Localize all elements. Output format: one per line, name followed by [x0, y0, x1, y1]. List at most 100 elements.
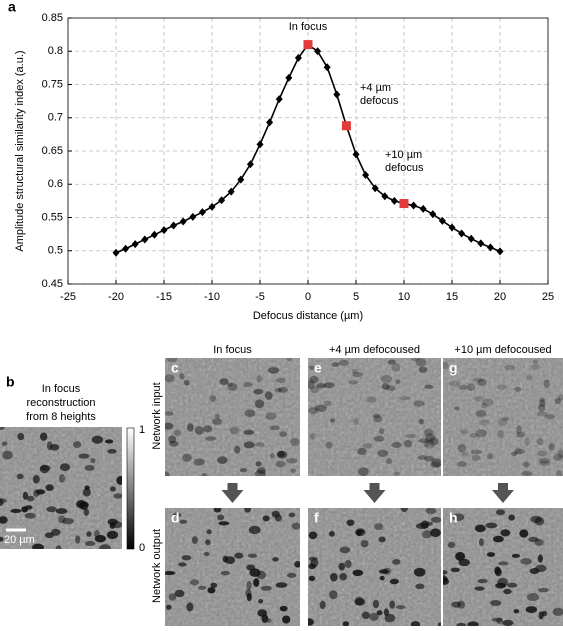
marker [227, 187, 235, 196]
cell [514, 448, 526, 455]
cell [496, 384, 508, 390]
cell [203, 552, 210, 557]
marker [266, 118, 274, 127]
cell [475, 429, 488, 438]
cell [59, 463, 71, 472]
annotation: +4 µm [360, 82, 391, 94]
annotation: +10 µm [385, 149, 422, 161]
plot-frame [67, 17, 549, 285]
cell [415, 358, 427, 367]
cell [55, 545, 62, 549]
cell [49, 443, 60, 451]
cell [182, 453, 192, 462]
y-tick-label: 0.6 [48, 178, 63, 190]
cell [405, 433, 417, 439]
cell [290, 437, 300, 446]
cell [308, 556, 318, 561]
marker [256, 140, 264, 149]
cell [346, 519, 355, 526]
cell [169, 440, 179, 447]
cell [107, 449, 117, 454]
cell [310, 386, 320, 394]
marker [458, 229, 466, 238]
cell [386, 458, 393, 465]
marker [122, 244, 130, 253]
marker [333, 90, 341, 99]
cell [323, 382, 335, 389]
cell [450, 567, 461, 573]
cell [544, 414, 556, 420]
cell [522, 461, 530, 468]
cell [532, 359, 539, 365]
cell [443, 570, 448, 575]
cell [485, 522, 498, 529]
cell [358, 467, 369, 476]
cell [425, 508, 437, 515]
cell [467, 621, 479, 626]
cell [443, 577, 450, 585]
cell [460, 451, 469, 457]
cell [17, 432, 25, 441]
cell [474, 524, 486, 533]
cell [525, 606, 538, 614]
cell [351, 368, 359, 375]
cell [451, 368, 457, 376]
cell [165, 571, 176, 576]
colorbar [126, 427, 135, 550]
cell [557, 449, 563, 459]
cell [165, 471, 170, 476]
cell [205, 539, 211, 546]
cell [424, 384, 434, 389]
cell [557, 394, 563, 401]
cell [530, 364, 540, 370]
cell [290, 468, 296, 473]
cell [210, 582, 218, 588]
cell [386, 385, 396, 391]
cell [423, 428, 434, 437]
cell [513, 609, 520, 614]
cell [338, 359, 350, 366]
cell [0, 536, 4, 542]
cell [308, 575, 316, 582]
x-axis-label: Defocus distance (µm) [253, 310, 363, 322]
cell [309, 433, 316, 440]
x-tick-label: -25 [60, 291, 76, 303]
cell [229, 426, 240, 435]
marker [429, 210, 437, 219]
cell [534, 538, 544, 547]
cell [454, 406, 460, 411]
cell [279, 431, 287, 437]
marker [141, 235, 149, 244]
cell [194, 426, 204, 435]
scale-bar-label: 20 µm [4, 534, 35, 546]
cell [90, 457, 96, 464]
cell [536, 450, 548, 457]
x-tick-label: 0 [305, 291, 311, 303]
x-tick-label: 25 [542, 291, 554, 303]
cell [308, 407, 319, 415]
cell [379, 575, 385, 581]
cell [554, 397, 562, 405]
cell [243, 381, 253, 388]
cell [1, 441, 8, 446]
cell [366, 396, 377, 403]
cell [106, 530, 119, 540]
cell [508, 514, 515, 521]
cell [78, 453, 90, 459]
marker [486, 243, 494, 252]
cell [205, 436, 217, 441]
cell [189, 579, 199, 586]
cell [329, 418, 336, 423]
cell [360, 539, 369, 548]
cell [58, 474, 66, 483]
image-texture [443, 358, 563, 476]
cell [475, 409, 487, 418]
cell [309, 365, 315, 370]
annotation: In focus [289, 21, 328, 33]
cell [487, 552, 496, 557]
cells [308, 508, 441, 626]
cell [218, 521, 230, 526]
cell [393, 471, 401, 476]
cell [353, 417, 359, 425]
highlight-marker [341, 121, 351, 131]
